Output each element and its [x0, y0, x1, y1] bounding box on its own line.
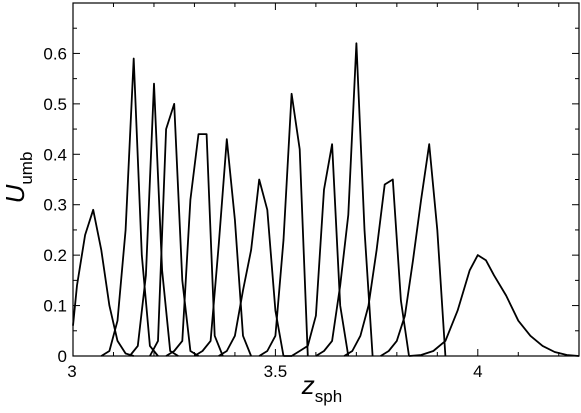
series-line-10: [315, 42, 374, 357]
series-line-3: [128, 82, 179, 357]
y-axis-label-sub: umb: [17, 152, 36, 185]
y-tick-label: 0.2: [43, 246, 67, 265]
plot-area: 3 3.5 4 00.10.20.30.40.50.6: [43, 2, 580, 381]
x-axis-label-main: z: [301, 370, 315, 400]
series-line-6: [193, 138, 252, 357]
y-tick-label: 0: [58, 347, 67, 366]
series-line-5: [165, 133, 224, 357]
x-axis-ticks: 3 3.5 4: [67, 3, 560, 381]
series-line-1: [72, 208, 134, 357]
y-axis-label: Uumb: [0, 152, 36, 204]
x-tick-label: 3.5: [264, 362, 288, 381]
series-line-4: [149, 103, 199, 357]
x-axis-label-sub: sph: [315, 387, 342, 406]
x-tick-label: 3: [67, 362, 76, 381]
y-axis-label-main: U: [0, 184, 30, 203]
x-axis-label: zsph: [301, 370, 342, 406]
y-tick-label: 0.1: [43, 297, 67, 316]
x-tick-label: 4: [473, 362, 482, 381]
series-line-11: [343, 178, 410, 357]
series-line-9: [283, 143, 350, 357]
y-tick-label: 0.6: [43, 44, 67, 63]
series-line-12: [380, 143, 447, 357]
series-line-2: [100, 57, 159, 357]
series-line-13: [408, 254, 580, 357]
series-line-7: [218, 178, 285, 357]
y-tick-label: 0.3: [43, 196, 67, 215]
series-group: [72, 42, 580, 357]
y-axis-ticks: 0 0.1 0.2 0.3 0.4 0.5 0.6: [43, 27, 579, 366]
series-line-8: [258, 92, 309, 357]
y-tick-label: 0.5: [43, 95, 67, 114]
y-tick-label: 0.4: [43, 145, 67, 164]
